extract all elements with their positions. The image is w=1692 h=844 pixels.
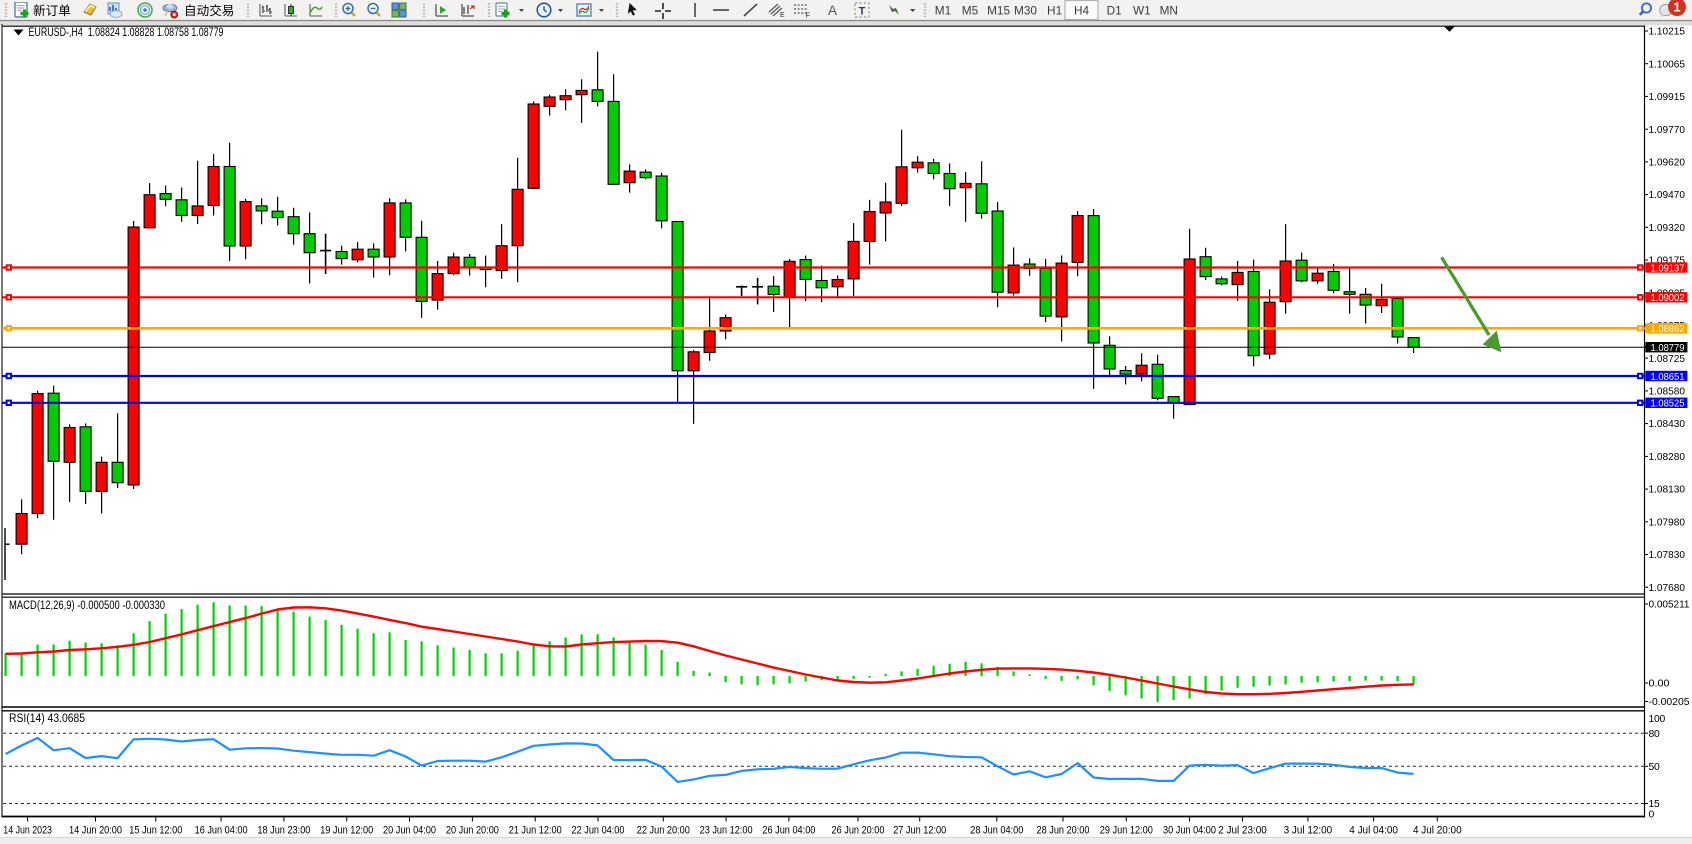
svg-text:1.07980: 1.07980 (1649, 517, 1686, 528)
svg-text:16 Jun 04:00: 16 Jun 04:00 (195, 825, 248, 837)
svg-text:M30: M30 (1014, 4, 1037, 18)
svg-text:1.07830: 1.07830 (1649, 550, 1686, 561)
svg-text:1.08779: 1.08779 (1651, 343, 1685, 354)
svg-text:22 Jun 04:00: 22 Jun 04:00 (572, 825, 625, 837)
svg-text:T: T (859, 6, 866, 18)
svg-text:28 Jun 04:00: 28 Jun 04:00 (970, 825, 1023, 837)
svg-text:50: 50 (1649, 762, 1660, 773)
svg-text:28 Jun 20:00: 28 Jun 20:00 (1037, 825, 1090, 837)
svg-text:1.09770: 1.09770 (1649, 125, 1686, 136)
svg-text:14 Jun 20:00: 14 Jun 20:00 (69, 825, 122, 837)
svg-text:D1: D1 (1107, 4, 1122, 18)
svg-text:0: 0 (1649, 810, 1655, 821)
svg-text:100: 100 (1649, 714, 1666, 725)
svg-text:1.09620: 1.09620 (1649, 158, 1686, 169)
svg-text:2 Jul 23:00: 2 Jul 23:00 (1218, 825, 1267, 837)
svg-text:W1: W1 (1133, 4, 1151, 18)
svg-text:1.09175: 1.09175 (1649, 256, 1686, 267)
svg-text:1.08525: 1.08525 (1651, 399, 1685, 410)
svg-text:RSI(14) 43.0685: RSI(14) 43.0685 (9, 713, 85, 725)
svg-text:0.00: 0.00 (1649, 679, 1670, 690)
svg-text:1.09915: 1.09915 (1649, 92, 1686, 103)
svg-text:21 Jun 12:00: 21 Jun 12:00 (509, 825, 562, 837)
svg-text:27 Jun 12:00: 27 Jun 12:00 (893, 825, 946, 837)
svg-text:1.09002: 1.09002 (1651, 293, 1685, 304)
svg-text:M15: M15 (987, 4, 1010, 18)
svg-text:1.08280: 1.08280 (1649, 452, 1686, 463)
svg-text:29 Jun 12:00: 29 Jun 12:00 (1100, 825, 1153, 837)
svg-text:20 Jun 20:00: 20 Jun 20:00 (446, 825, 499, 837)
svg-text:H1: H1 (1047, 4, 1062, 18)
svg-text:14 Jun 2023: 14 Jun 2023 (3, 825, 52, 837)
svg-text:22 Jun 20:00: 22 Jun 20:00 (637, 825, 690, 837)
svg-text:MN: MN (1160, 4, 1178, 18)
svg-text:新订单: 新订单 (33, 3, 71, 18)
svg-text:26 Jun 20:00: 26 Jun 20:00 (832, 825, 885, 837)
svg-text:A: A (828, 3, 837, 18)
svg-text:F: F (806, 13, 810, 20)
svg-text:自动交易: 自动交易 (184, 3, 234, 18)
svg-text:M5: M5 (962, 4, 979, 18)
svg-text:1.08130: 1.08130 (1649, 485, 1686, 496)
svg-text:20 Jun 04:00: 20 Jun 04:00 (383, 825, 436, 837)
svg-text:EURUSD-,H4 1.08824 1.08828 1.: EURUSD-,H4 1.08824 1.08828 1.08758 1.087… (29, 25, 224, 39)
svg-text:19 Jun 12:00: 19 Jun 12:00 (320, 825, 373, 837)
svg-text:1.08651: 1.08651 (1651, 372, 1685, 383)
svg-text:1.08725: 1.08725 (1649, 354, 1686, 365)
svg-text:4 Jul 20:00: 4 Jul 20:00 (1413, 825, 1462, 837)
svg-text:1.09137: 1.09137 (1651, 263, 1685, 274)
svg-text:-0.00205: -0.00205 (1649, 697, 1690, 708)
svg-text:3 Jul 12:00: 3 Jul 12:00 (1284, 825, 1333, 837)
svg-text:4 Jul 04:00: 4 Jul 04:00 (1349, 825, 1398, 837)
svg-text:1.08580: 1.08580 (1649, 387, 1686, 398)
svg-text:1.08430: 1.08430 (1649, 419, 1686, 430)
svg-text:1.10065: 1.10065 (1649, 59, 1686, 70)
svg-text:0.005211: 0.005211 (1649, 600, 1690, 611)
svg-text:1.10215: 1.10215 (1649, 27, 1686, 38)
svg-text:15: 15 (1649, 799, 1660, 810)
svg-text:1.07680: 1.07680 (1649, 583, 1686, 594)
svg-text:30 Jun 04:00: 30 Jun 04:00 (1163, 825, 1216, 837)
svg-text:MACD(12,26,9) -0.000500 -0.000: MACD(12,26,9) -0.000500 -0.000330 (9, 600, 165, 612)
svg-text:1: 1 (1673, 0, 1680, 14)
svg-text:1.09470: 1.09470 (1649, 190, 1686, 201)
svg-text:23 Jun 12:00: 23 Jun 12:00 (700, 825, 753, 837)
svg-text:H4: H4 (1074, 4, 1090, 18)
svg-text:E: E (780, 12, 785, 19)
svg-text:80: 80 (1649, 729, 1660, 740)
svg-text:1.08862: 1.08862 (1651, 324, 1685, 335)
svg-text:1.09320: 1.09320 (1649, 223, 1686, 234)
svg-text:15 Jun 12:00: 15 Jun 12:00 (129, 825, 182, 837)
svg-text:M1: M1 (935, 4, 951, 18)
svg-text:26 Jun 04:00: 26 Jun 04:00 (762, 825, 815, 837)
svg-text:18 Jun 23:00: 18 Jun 23:00 (257, 825, 310, 837)
